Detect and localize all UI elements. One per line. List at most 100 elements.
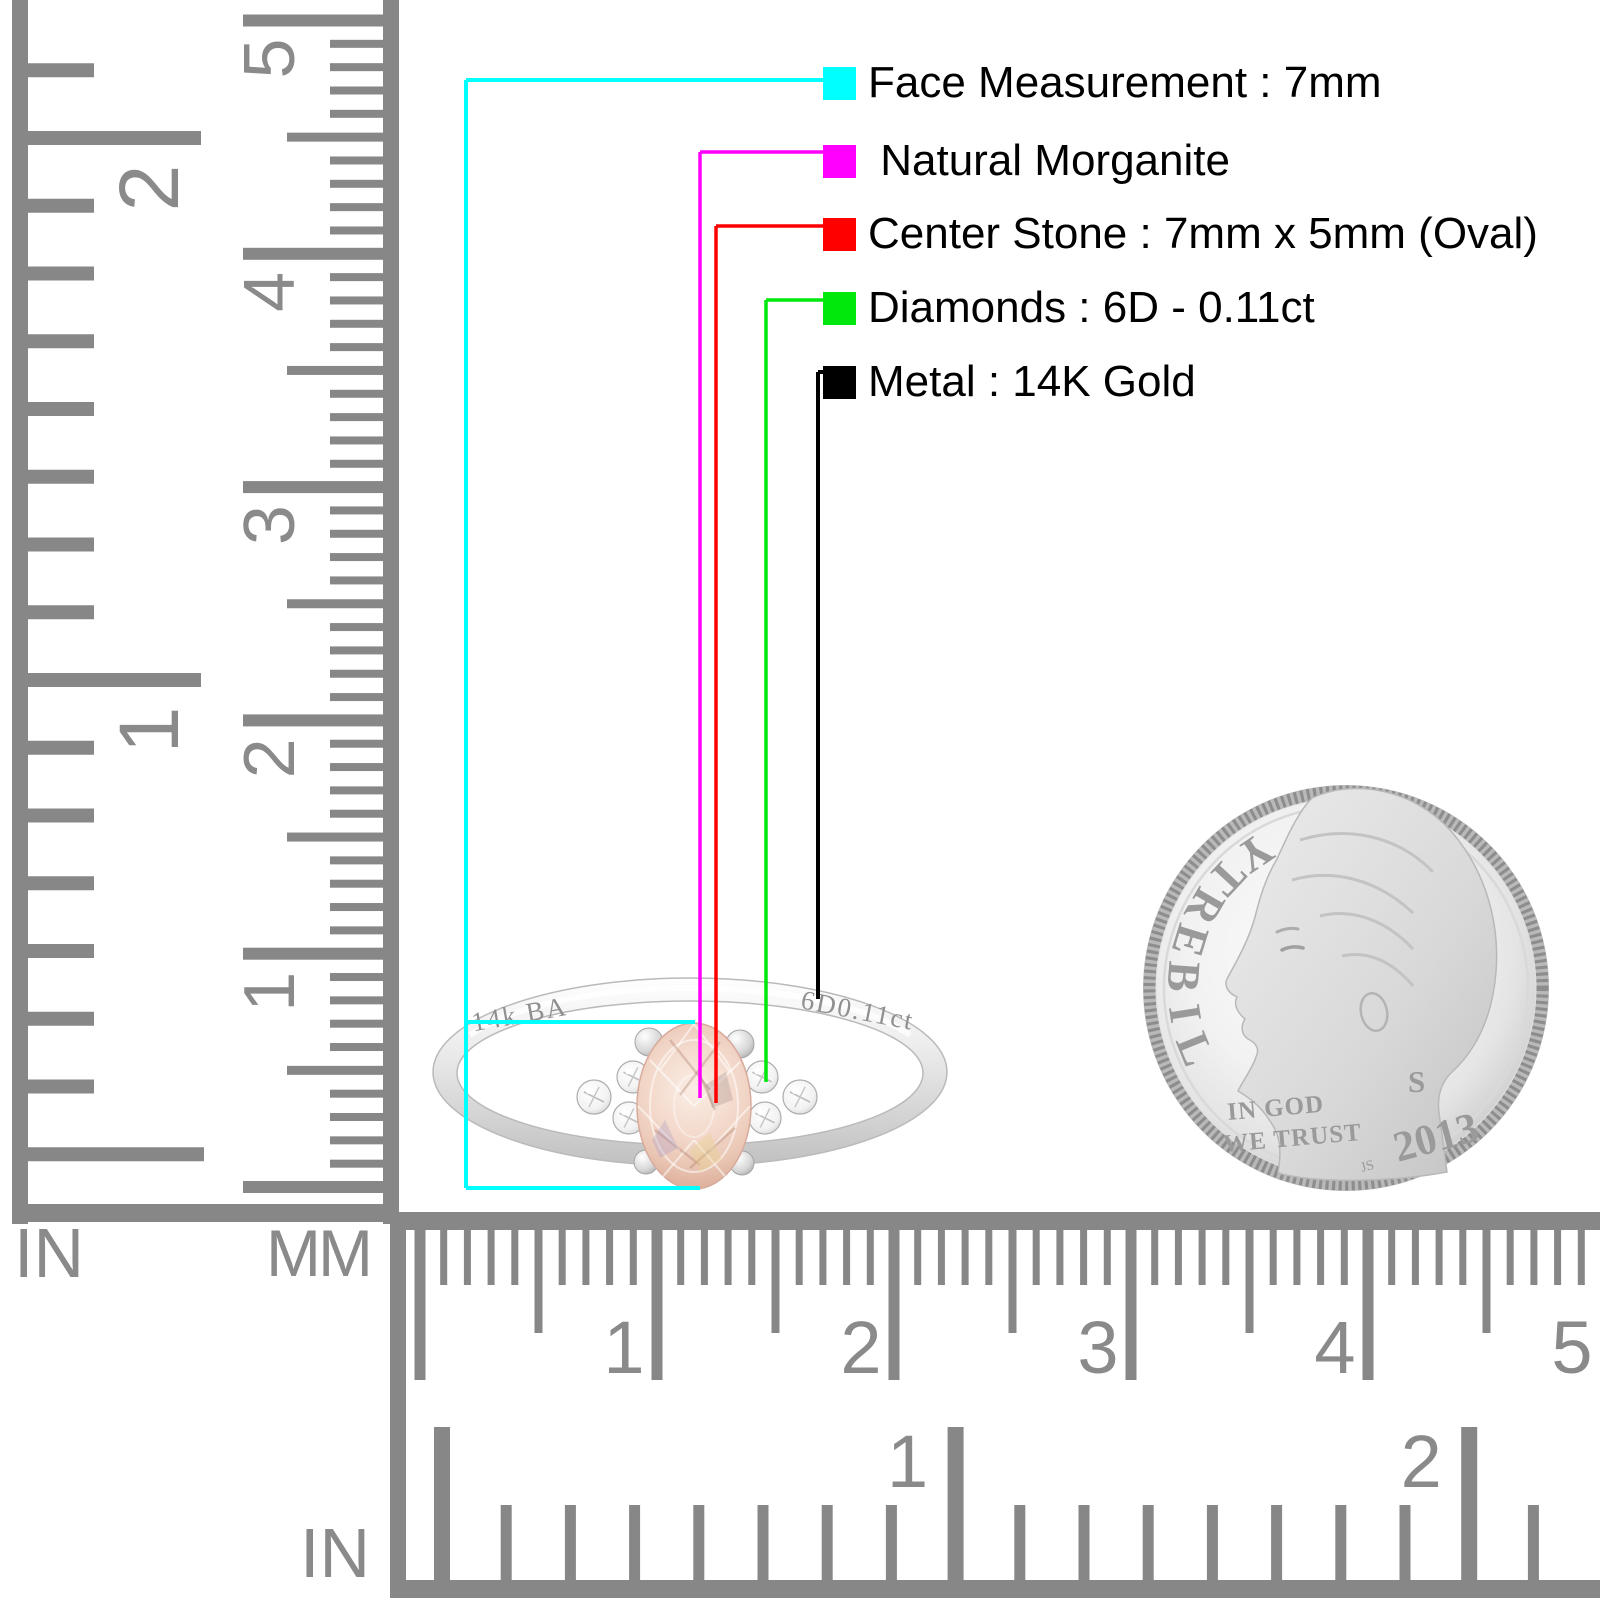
mm-tick: [330, 739, 383, 748]
bottom-ruler-top-bar: [390, 1212, 1600, 1230]
mm-tick: [1554, 1230, 1562, 1285]
bottom-ruler-numbers: 1 2 3 4 51 2: [603, 1306, 1592, 1503]
mm-tick: [330, 63, 383, 72]
inch-tick: [26, 944, 94, 958]
eighth-inch-tick: [1014, 1505, 1026, 1580]
coin-hair-lines: [1291, 832, 1435, 987]
mm-tick: [330, 506, 383, 515]
half-cm-tick: [771, 1230, 780, 1333]
mm-tick: [330, 343, 383, 352]
cm-tick: [243, 481, 383, 494]
mm-tick: [1530, 1230, 1538, 1285]
mm-tick: [330, 1043, 383, 1052]
mm-tick: [748, 1230, 756, 1285]
ruler-number: 3: [230, 505, 310, 545]
ruler-number: 5: [230, 38, 310, 78]
eighth-inch-tick: [564, 1505, 576, 1580]
mm-tick: [330, 436, 383, 445]
eighth-inch-tick: [885, 1505, 897, 1580]
eighth-inch-tick: [500, 1505, 512, 1580]
bottom-ruler-bottom-bar: [390, 1580, 1600, 1598]
eighth-inch-tick: [693, 1505, 705, 1580]
mm-tick: [937, 1230, 945, 1285]
inch-tick: [26, 740, 94, 755]
mm-tick: [440, 1230, 448, 1285]
coin-portrait: [1225, 787, 1498, 1182]
eighth-inch-tick: [629, 1505, 641, 1580]
mm-tick: [330, 86, 383, 95]
mm-tick: [330, 879, 383, 888]
ruler-number: 2: [1401, 1420, 1442, 1503]
cm-tick: [243, 1181, 383, 1193]
cm-tick: [243, 247, 383, 260]
mm-tick: [330, 273, 383, 282]
ruler-number: 2: [230, 738, 310, 778]
left-ruler-inch-unit: IN: [14, 1214, 84, 1292]
mm-tick: [330, 179, 383, 188]
side-diamond: [748, 1101, 782, 1135]
mm-tick: [1198, 1230, 1206, 1285]
mm-tick: [330, 389, 383, 398]
mm-tick: [330, 296, 383, 305]
mm-tick: [1506, 1230, 1514, 1285]
bottom-ruler: [390, 1212, 1600, 1598]
diamond-facet: [794, 1086, 806, 1108]
inch-tick: [434, 1427, 450, 1580]
ruler-number: 1: [603, 1306, 644, 1389]
mm-tick: [558, 1230, 566, 1285]
mm-tick: [511, 1230, 519, 1285]
eighth-inch-tick: [1399, 1505, 1411, 1580]
inch-tick: [26, 266, 94, 281]
coin-brow: [1275, 926, 1300, 934]
mm-tick: [330, 856, 383, 865]
callout-lines: [464, 78, 828, 1190]
mm-tick: [866, 1230, 874, 1285]
diamond-facet: [759, 1108, 771, 1128]
mm-tick: [330, 996, 383, 1005]
mm-tick: [582, 1230, 590, 1285]
ruler-number: 4: [230, 272, 310, 312]
mm-tick: [487, 1230, 495, 1285]
coin-designer-initials: JS: [1359, 1158, 1376, 1176]
mm-tick: [330, 1089, 383, 1098]
mm-tick: [914, 1230, 922, 1285]
mm-tick: [1056, 1230, 1064, 1285]
side-diamond: [745, 1060, 779, 1094]
diamond-highlight: [757, 1109, 764, 1116]
mm-tick: [1222, 1230, 1230, 1285]
mm-tick: [330, 786, 383, 795]
ruler-number: 3: [1077, 1306, 1118, 1389]
ruler-number: 1: [102, 707, 196, 754]
inch-tick: [26, 808, 94, 823]
mm-tick: [1103, 1230, 1111, 1285]
eighth-inch-tick: [1142, 1505, 1154, 1580]
eighth-inch-tick: [1271, 1505, 1283, 1580]
center-stone-callout: [714, 224, 823, 1103]
mm-tick: [330, 1113, 383, 1122]
mm-tick: [330, 529, 383, 538]
mm-tick: [330, 1019, 383, 1028]
ruler-number: 1: [230, 972, 310, 1012]
diamond-facet: [627, 1067, 639, 1087]
inch-tick: [26, 537, 94, 552]
eighth-inch-tick: [757, 1505, 769, 1580]
mm-tick: [330, 973, 383, 982]
mm-tick: [330, 693, 383, 702]
side-diamond: [782, 1079, 818, 1115]
inch-tick: [26, 131, 201, 145]
cm-tick: [414, 1230, 426, 1380]
mm-tick: [1151, 1230, 1159, 1285]
cm-tick: [1125, 1230, 1137, 1380]
mm-tick: [330, 226, 383, 235]
eighth-inch-tick: [1527, 1505, 1539, 1580]
left-ruler-bottom-bar: [12, 1204, 399, 1222]
mm-tick: [330, 809, 383, 818]
half-cm-tick: [287, 1065, 383, 1075]
inch-tick: [1461, 1427, 1478, 1580]
diamond-facet: [588, 1086, 600, 1108]
mm-tick: [463, 1230, 471, 1285]
ring-band: [432, 977, 948, 1167]
